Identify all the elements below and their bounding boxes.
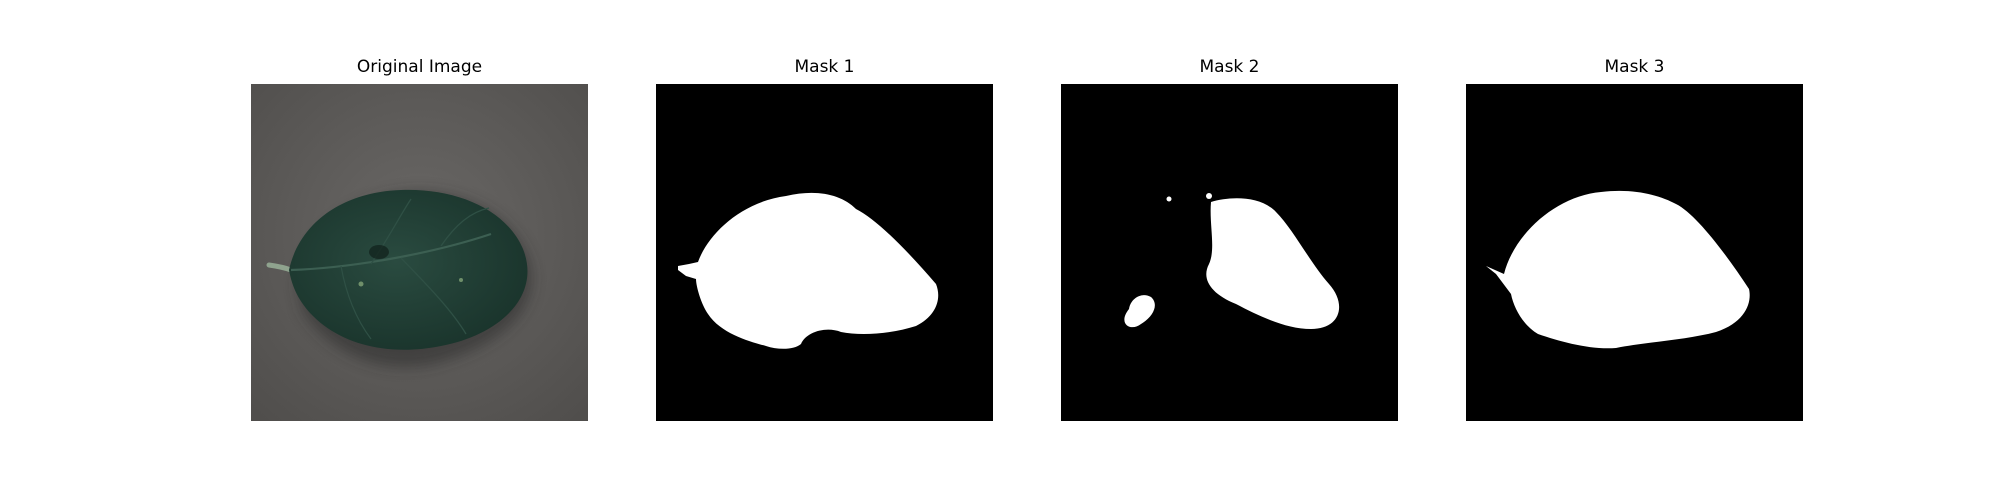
mask-3-panel xyxy=(1466,84,1803,421)
mask-speck xyxy=(1206,193,1212,199)
panel-title-mask-1: Mask 1 xyxy=(656,57,993,77)
mask-1-panel xyxy=(656,84,993,421)
leaf-spot xyxy=(369,245,389,259)
leaf-photo xyxy=(251,84,588,421)
panel-title-original: Original Image xyxy=(251,57,588,77)
original-image-panel xyxy=(251,84,588,421)
leaf-spot xyxy=(459,278,463,282)
mask-3-image xyxy=(1466,84,1803,421)
panel-title-mask-2: Mask 2 xyxy=(1061,57,1398,77)
mask-2-panel xyxy=(1061,84,1398,421)
mask-2-image xyxy=(1061,84,1398,421)
panel-title-mask-3: Mask 3 xyxy=(1466,57,1803,77)
mask-speck xyxy=(1167,197,1172,202)
mask-1-image xyxy=(656,84,993,421)
leaf-spot xyxy=(359,282,364,287)
